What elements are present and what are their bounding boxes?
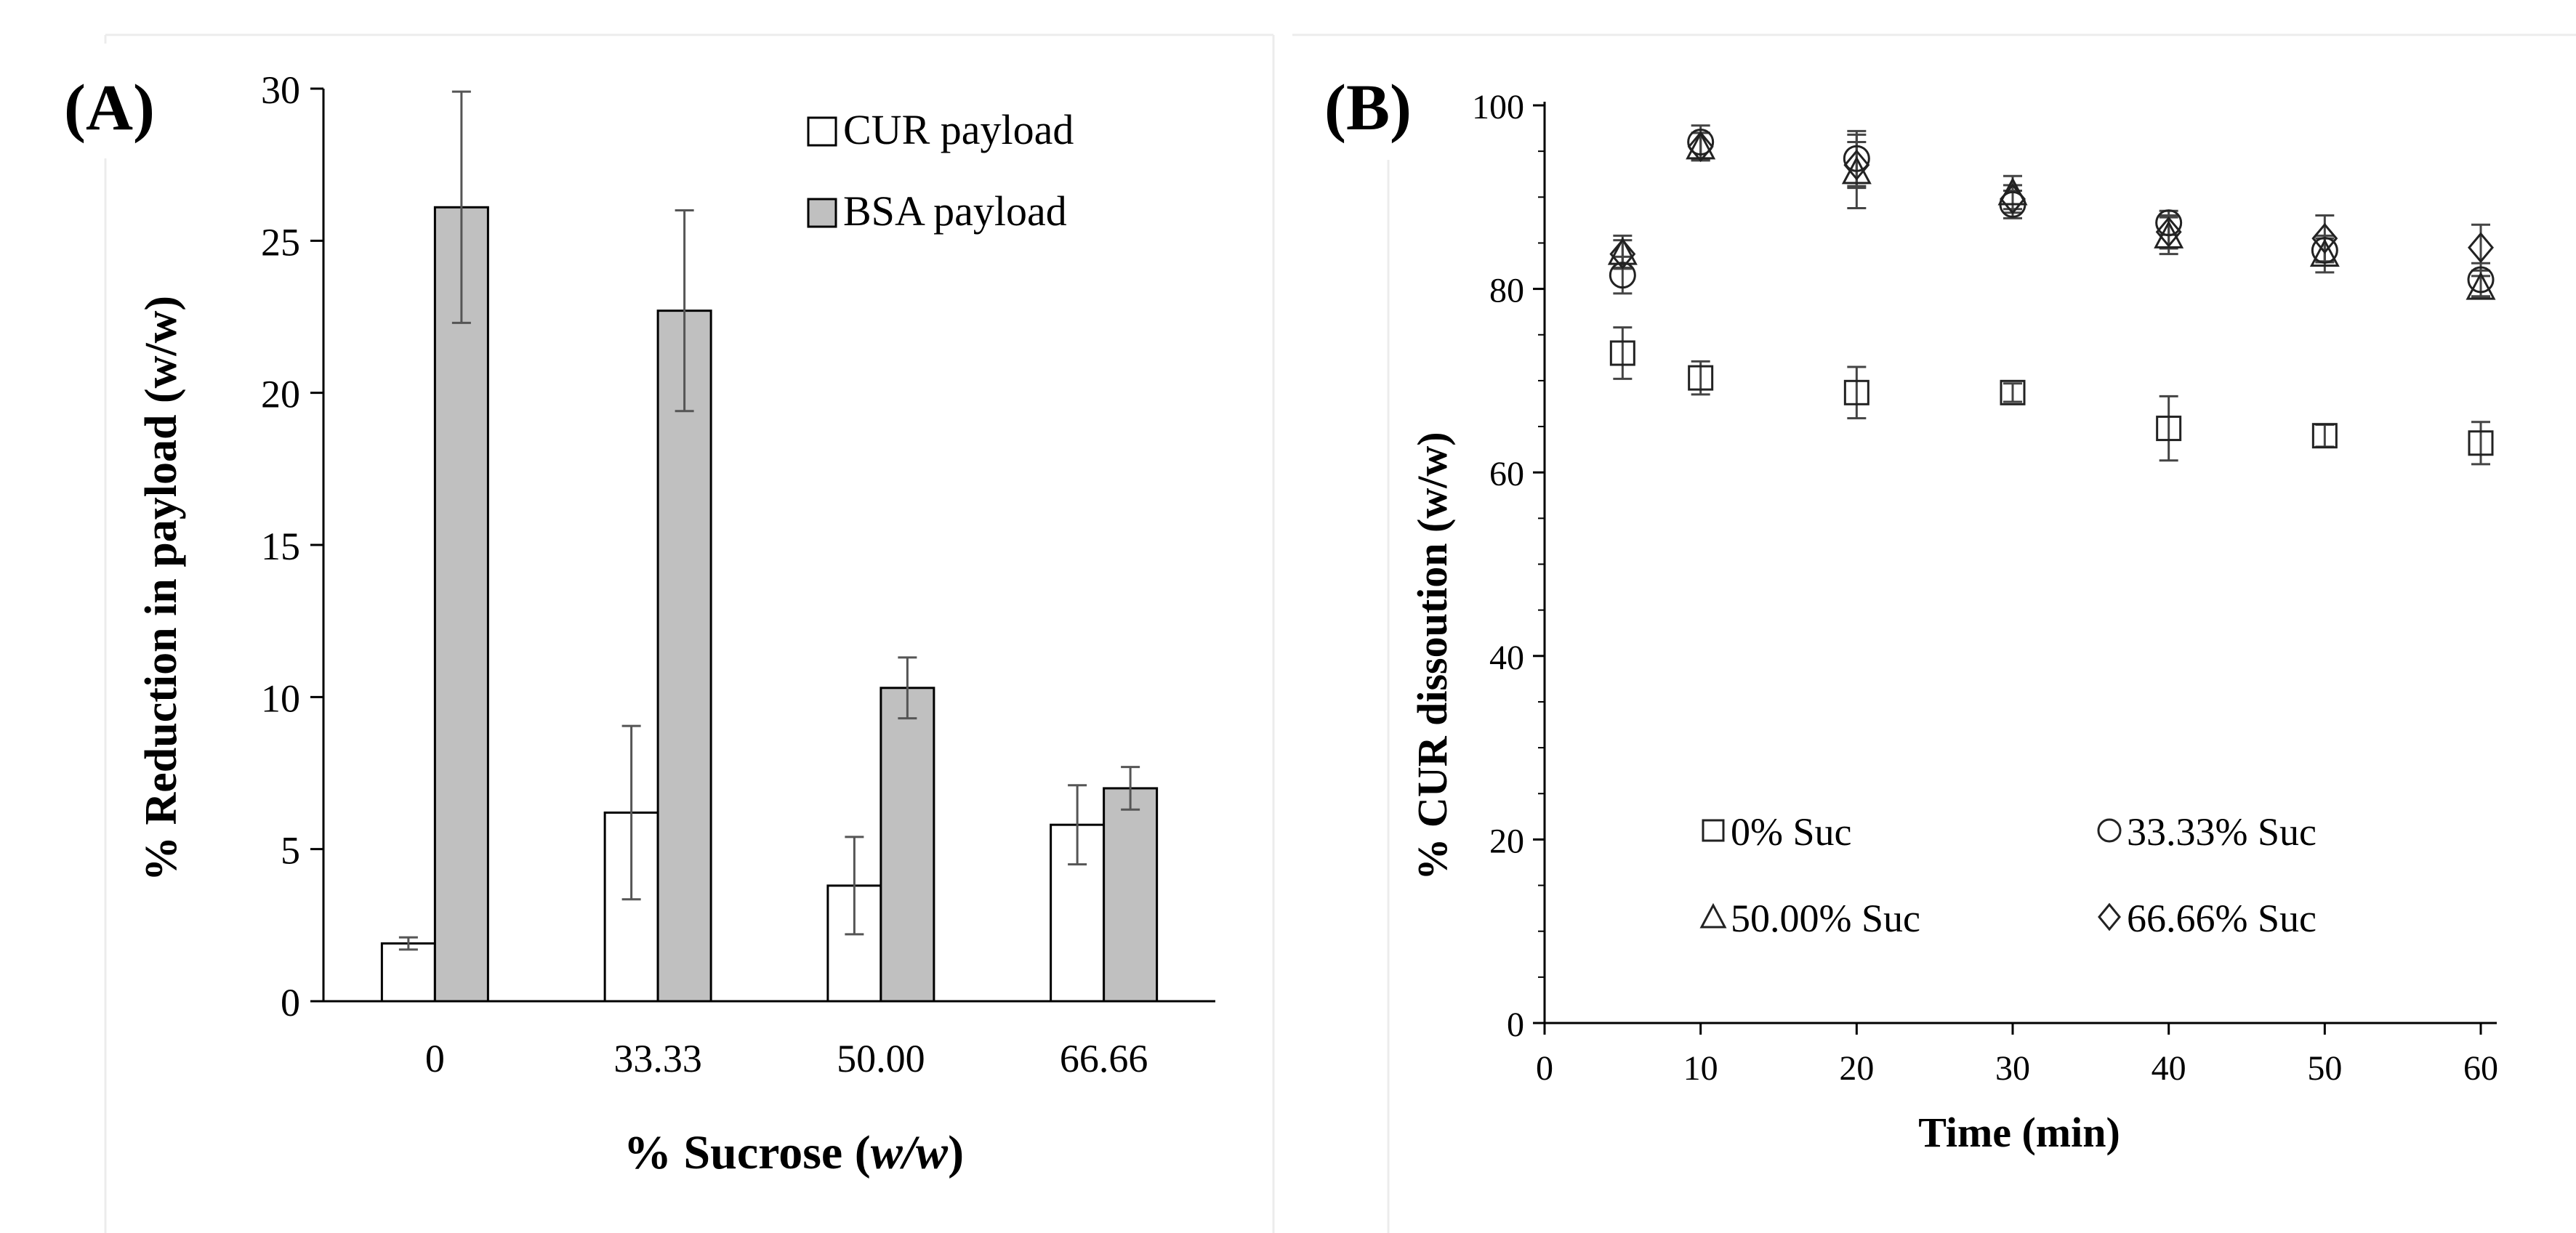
- panel-a-bar-bsa: [433, 206, 489, 1003]
- panel-a-y-tick-label: 15: [261, 525, 300, 568]
- panel-b-point-square: [1843, 379, 1869, 405]
- panel-a-bar-bsa: [656, 310, 712, 1003]
- panel-b-x-axis-label: Time (min): [1918, 1109, 2120, 1156]
- panel-b-axes: [1543, 102, 2497, 1024]
- panel-a-label-box: [29, 44, 178, 158]
- panel-b-point-triangle: [1686, 131, 1716, 160]
- panel-b-points: [1607, 129, 2496, 456]
- panel-b-legend-marker-circle: [2097, 818, 2122, 843]
- panel-b-point-square: [2311, 423, 2338, 449]
- panel-b-point-square: [2468, 430, 2494, 456]
- panel-b-point-diamond: [1843, 149, 1870, 181]
- panel-b-point-diamond: [2000, 183, 2026, 215]
- panel-b-point-square: [1688, 365, 1714, 391]
- panel-a-bar-bsa: [880, 687, 935, 1003]
- panel-b-label: (B): [1324, 72, 1412, 144]
- panel-b-x-tick-label: 40: [2152, 1049, 2186, 1088]
- panel-a-bars: [380, 206, 1159, 1003]
- panel-b-point-square: [2156, 416, 2182, 442]
- panel-b-legend-marker-triangle: [1699, 902, 1727, 929]
- panel-a-y-tick-label: 30: [261, 68, 300, 112]
- panel-a-error-bars: [398, 90, 1140, 951]
- panel-b-point-diamond: [1687, 131, 1714, 163]
- panel-b-y-tick-label: 80: [1489, 272, 1524, 310]
- panel-a-x-tick-label: 66.66: [1060, 1037, 1148, 1080]
- panel-a-y-tick-label: 0: [281, 981, 300, 1024]
- panel-b-legend-marker-diamond: [2098, 902, 2121, 931]
- panel-b-legend-label: 50.00% Suc: [1731, 897, 1920, 940]
- panel-b-label-box: [1292, 44, 1451, 158]
- panel-b-legend-marker-square: [1702, 819, 1725, 842]
- panel-a-x-ticks: 0 33.33 50.00 66.66: [425, 1037, 1148, 1080]
- panel-b-y-ticks: 0 20 40 60 80 100: [1472, 88, 1545, 1044]
- panel-b-x-tick-label: 30: [1995, 1049, 2030, 1088]
- panel-a-y-tick-label: 5: [281, 829, 300, 873]
- panel-a-bar-cur: [380, 942, 436, 1003]
- panel-a-legend-swatch-cur: [807, 116, 837, 147]
- panel-b-point-triangle: [2466, 271, 2496, 300]
- panel-a-x-tick-label: 50.00: [837, 1037, 925, 1080]
- panel-b-y-tick-label: 100: [1472, 88, 1524, 126]
- panel-b-y-axis-label: % CUR dissoution (w/w): [1409, 432, 1456, 880]
- panel-a-y-tick-label: 25: [261, 220, 300, 264]
- panel-b-y-tick-label: 0: [1507, 1006, 1524, 1044]
- panel-a-x-axis-label: % Sucrose (w/w): [624, 1126, 964, 1179]
- panel-b-point-square: [1609, 340, 1635, 366]
- panel-b-legend-label: 0% Suc: [1731, 810, 1851, 854]
- panel-b-y-tick-label: 20: [1489, 822, 1524, 860]
- panel-b-y-tick-label: 60: [1489, 455, 1524, 493]
- panel-b-point-diamond: [2311, 222, 2338, 254]
- panel-b-legend-label: 66.66% Suc: [2127, 897, 2317, 940]
- panel-a-legend-label: BSA payload: [843, 187, 1067, 235]
- panel-b-x-tick-label: 20: [1839, 1049, 1874, 1088]
- panel-b-x-tick-label: 60: [2463, 1049, 2498, 1088]
- panel-a-y-ticks: 0 5 10 15 20 25 30: [261, 68, 323, 1024]
- panel-a-legend: CUR payload BSA payload: [807, 106, 1074, 235]
- panel-b-legend-label: 33.33% Suc: [2127, 810, 2317, 854]
- panel-b-point-triangle: [1607, 236, 1638, 265]
- panel-b-x-tick-label: 50: [2307, 1049, 2342, 1088]
- panel-a-legend-swatch-bsa: [807, 198, 837, 228]
- panel-a-y-tick-label: 10: [261, 676, 300, 720]
- panel-b-x-ticks: 0 10 20 30 40 50 60: [1536, 1023, 2498, 1088]
- panel-b-x-tick-label: 10: [1683, 1049, 1718, 1088]
- panel-a-x-tick-label: 33.33: [613, 1037, 702, 1080]
- panel-b-point-square: [2000, 379, 2026, 405]
- panel-a-label: (A): [64, 72, 155, 144]
- panel-a-x-tick-label: 0: [425, 1037, 445, 1080]
- panel-b-point-circle: [1687, 129, 1715, 156]
- panel-b-point-diamond: [2468, 232, 2494, 264]
- panel-a-y-tick-label: 20: [261, 373, 300, 416]
- panel-b-x-tick-label: 0: [1536, 1049, 1553, 1088]
- panel-a-y-axis-label: % Reduction in payload (w/w): [137, 296, 186, 881]
- panel-b-point-circle: [2155, 209, 2183, 237]
- panel-b-point-triangle: [2309, 238, 2340, 267]
- panel-b-scatter-chart: 0 20 40 60 80 100 0 10 20 30 40 50 60 0% Suc 33.33% …: [1409, 88, 2498, 1156]
- panel-b-point-diamond: [1609, 238, 1636, 270]
- panel-b-legend: 0% Suc 33.33% Suc 50.00% Suc 66.66% Suc: [1699, 810, 2317, 940]
- panel-a-bar-bsa: [1103, 787, 1159, 1003]
- panel-a-bar-chart: 0 5 10 15 20 25 30 0 33.33 50.00 66.66 CUR payloa…: [137, 68, 1215, 1179]
- panel-a-legend-label: CUR payload: [843, 106, 1074, 153]
- panel-b-y-tick-label: 40: [1489, 639, 1524, 677]
- panel-b-point-circle: [1843, 145, 1870, 172]
- panel-b-point-diamond: [2155, 216, 2182, 248]
- panel-b-point-circle: [2467, 266, 2495, 294]
- panel-b-point-circle: [2311, 237, 2338, 264]
